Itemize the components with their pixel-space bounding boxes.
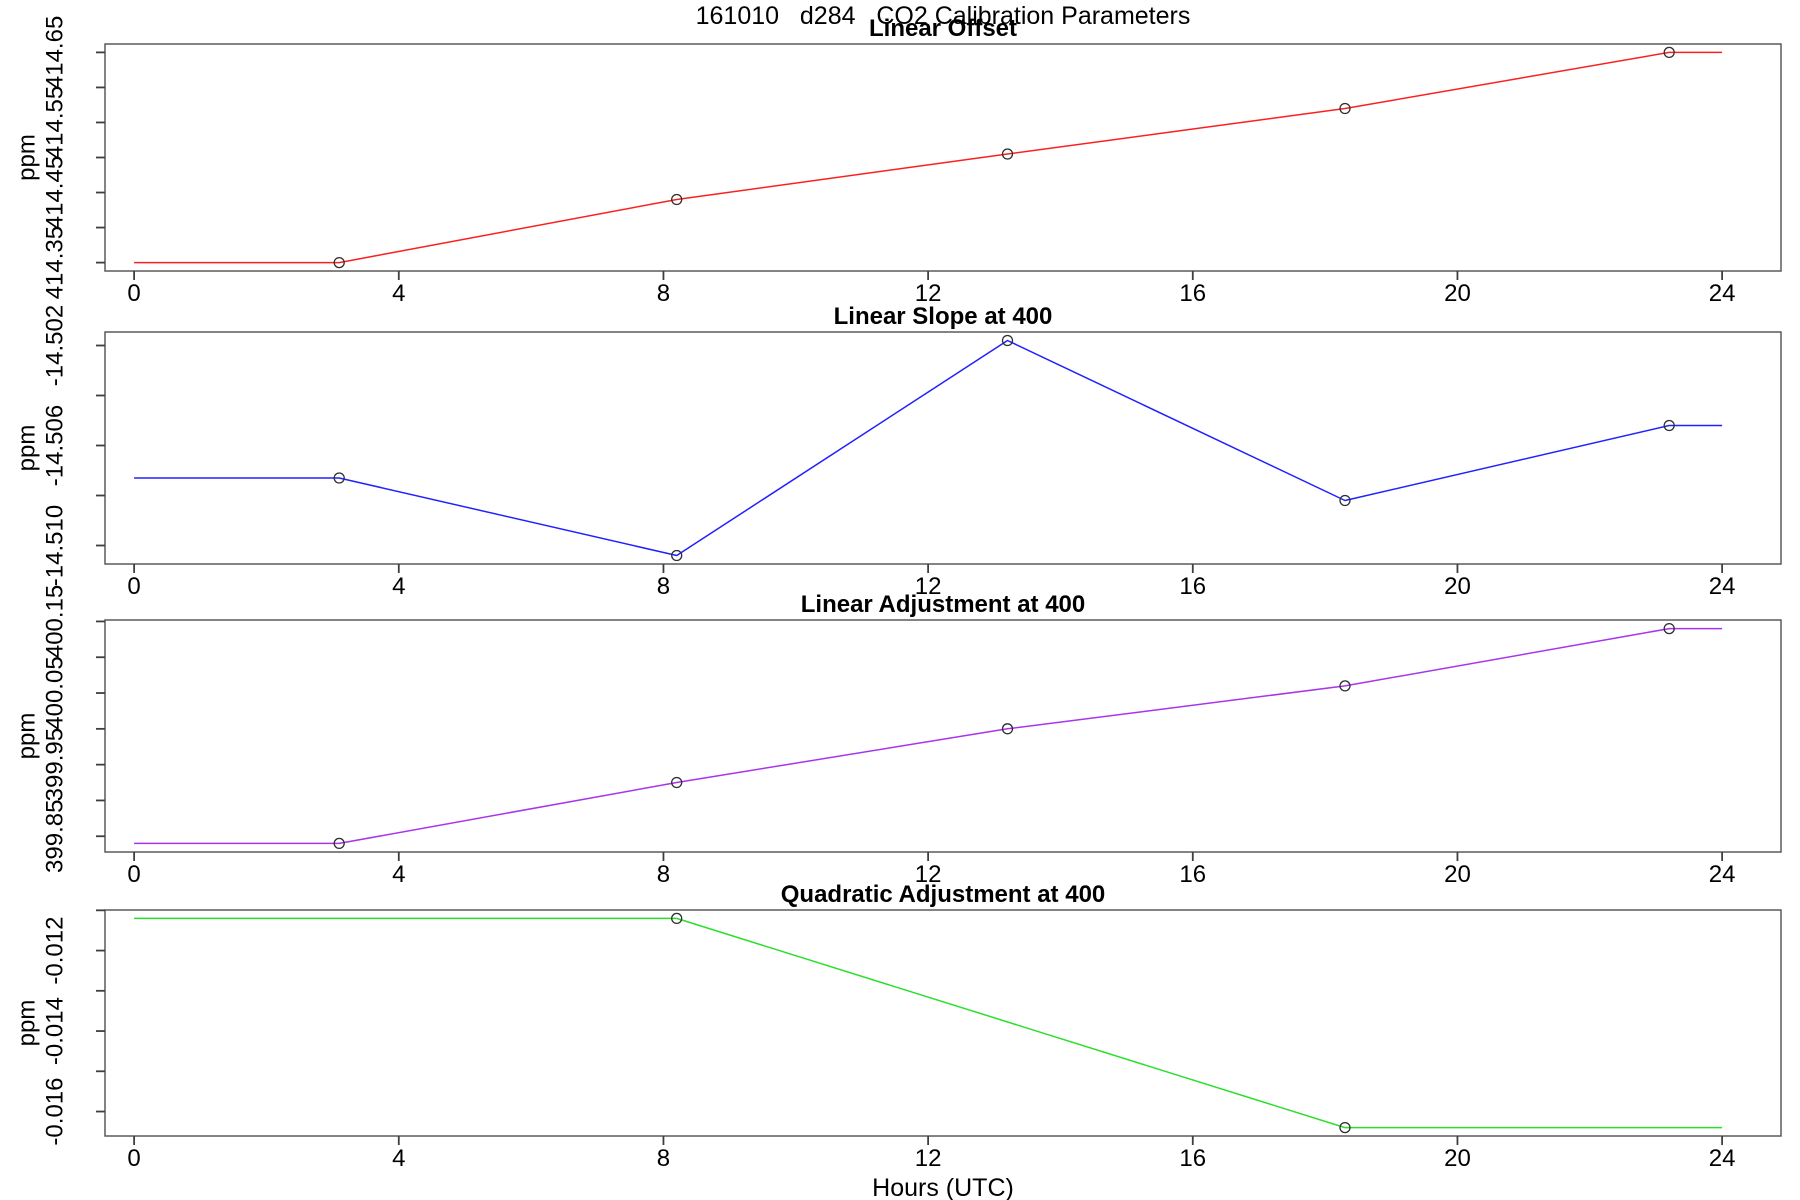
data-point-marker	[1001, 334, 1014, 347]
panel-quadratic-adjustment-at-400: Quadratic Adjustment at 400 -0.012 -0.014 -…	[14, 881, 1782, 1172]
series-line	[134, 339, 1723, 557]
series-line	[134, 917, 1723, 1129]
y-axis-label: ppm	[14, 713, 41, 760]
y-tick-label: 400.05	[42, 656, 69, 729]
x-tick-label: 12	[915, 861, 942, 888]
page-title: 161010 d284 CO2 Calibration Parameters	[695, 2, 1191, 30]
data-point-marker	[1001, 148, 1014, 160]
x-tick-label: 20	[1444, 861, 1471, 888]
x-tick-label: 24	[1709, 1145, 1736, 1172]
x-tick-label: 20	[1444, 280, 1471, 307]
y-axis-label: ppm	[14, 1000, 41, 1047]
panel-linear-adjustment-at-400: Linear Adjustment at 400399.85399.95400.…	[14, 585, 1782, 888]
data-point-marker	[1663, 419, 1675, 432]
x-tick-label: 8	[657, 1145, 670, 1172]
x-tick-label: 24	[1709, 573, 1736, 600]
x-tick-label: 8	[657, 573, 670, 600]
x-tick-label: 24	[1709, 861, 1736, 888]
data-point-marker	[1663, 622, 1675, 635]
plot-box	[104, 43, 1782, 272]
y-tick-label: 414.65	[42, 16, 69, 89]
x-tick-label: 0	[127, 861, 140, 888]
plot-box	[104, 331, 1782, 565]
y-axis-label: ppm	[14, 134, 41, 181]
y-tick-label: 400.15	[42, 585, 69, 658]
data-point-marker	[333, 837, 345, 850]
x-tick-label: 4	[392, 573, 405, 600]
x-tick-label: 12	[915, 280, 942, 307]
data-point-marker	[333, 256, 345, 269]
data-point-marker	[1339, 494, 1351, 507]
x-tick-label: 20	[1444, 1145, 1471, 1172]
panel-title: Linear Slope at 400	[834, 303, 1053, 330]
x-tick-label: 24	[1709, 280, 1736, 307]
series-line	[134, 51, 1723, 264]
x-axis-title: Hours (UTC)	[872, 1174, 1014, 1200]
y-tick-label: 399.95	[42, 728, 69, 801]
data-point-marker	[671, 776, 683, 789]
data-point-marker	[1339, 680, 1351, 692]
y-tick-label: -14.510	[42, 505, 69, 586]
x-tick-label: 16	[1179, 573, 1206, 600]
x-tick-label: 4	[392, 861, 405, 888]
x-tick-label: 0	[127, 1145, 140, 1172]
y-tick-label: -0.014	[42, 997, 69, 1065]
data-point-marker	[1339, 1121, 1351, 1134]
x-tick-label: 20	[1444, 573, 1471, 600]
x-tick-label: 12	[915, 573, 942, 600]
y-tick-label: -0.012	[42, 917, 69, 985]
x-tick-label: 4	[392, 1145, 405, 1172]
plot-box	[104, 619, 1782, 853]
series-line	[134, 627, 1723, 845]
y-axis-label: ppm	[14, 425, 41, 472]
x-tick-label: 16	[1179, 1145, 1206, 1172]
panel-title: Quadratic Adjustment at 400	[781, 881, 1106, 908]
y-tick-label: -14.506	[42, 405, 69, 486]
panel-title: Linear Offset	[869, 15, 1017, 42]
data-point-marker	[1339, 102, 1351, 115]
x-tick-label: 0	[127, 573, 140, 600]
x-tick-label: 12	[915, 1145, 942, 1172]
data-point-marker	[1001, 723, 1014, 735]
y-tick-label: 414.45	[42, 156, 69, 229]
panel-title: Linear Adjustment at 400	[801, 591, 1086, 618]
y-tick-label: -0.016	[42, 1078, 69, 1146]
x-tick-label: 16	[1179, 280, 1206, 307]
data-point-marker	[671, 193, 683, 206]
panel-linear-slope-at-400: Linear Slope at 400 -14.502 -14.506 -14.510…	[14, 303, 1782, 600]
x-tick-label: 8	[657, 280, 670, 307]
data-point-marker	[671, 912, 683, 925]
y-tick-label: -14.502	[42, 305, 69, 386]
data-point-marker	[671, 549, 683, 562]
x-tick-label: 8	[657, 861, 670, 888]
data-point-marker	[333, 472, 345, 484]
y-tick-label: 414.35	[42, 226, 69, 299]
x-tick-label: 0	[127, 280, 140, 307]
y-tick-label: 414.55	[42, 86, 69, 159]
plot-box	[104, 909, 1782, 1137]
y-tick-label: 399.85	[42, 800, 69, 873]
data-point-marker	[1663, 46, 1675, 59]
x-tick-label: 4	[392, 280, 405, 307]
x-tick-label: 16	[1179, 861, 1206, 888]
